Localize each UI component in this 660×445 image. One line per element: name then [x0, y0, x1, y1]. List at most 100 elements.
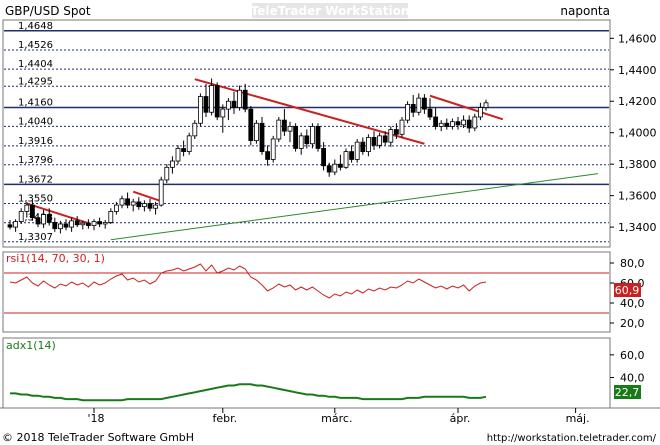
candle-body	[276, 119, 282, 140]
candle-body	[63, 223, 69, 228]
candle-body	[365, 137, 371, 152]
level-label: 1,4040	[18, 116, 53, 127]
copyright: © 2018 TeleTrader Software GmbH	[2, 431, 194, 444]
candle-body	[13, 221, 19, 228]
price-axis: 1,4600 1,4400 1,4200 1,4000 1,3800 1,3600 1,34…	[610, 32, 657, 234]
adx-tick-label: 40,0	[620, 372, 645, 385]
candle-body	[287, 126, 293, 132]
trendline-red	[26, 202, 89, 225]
candle-body	[433, 116, 439, 127]
candle-body	[293, 126, 299, 149]
price-tick-label: 1,4400	[618, 64, 657, 77]
rsi-last-badge	[614, 283, 641, 297]
candle-body	[405, 103, 411, 121]
candle-body	[237, 89, 243, 108]
candle-body	[102, 221, 108, 225]
adx-title: adx1(14)	[6, 339, 56, 352]
candle-body	[248, 108, 254, 141]
candle-body	[421, 97, 427, 110]
rsi-last-value: 60,9	[615, 284, 640, 297]
rsi-tick-label: 80,0	[620, 257, 645, 270]
candle-body	[349, 151, 355, 160]
rsi-tick-label: 20,0	[620, 317, 645, 330]
candle-body	[281, 119, 287, 132]
rsi-line	[9, 263, 487, 299]
trendline-red	[132, 190, 162, 203]
candle-body	[259, 122, 265, 152]
candle-body	[354, 141, 360, 160]
candle-body	[153, 204, 159, 209]
candle-body	[309, 126, 315, 145]
candle-body	[220, 108, 226, 118]
time-tick-label: '18	[87, 412, 104, 425]
adx-line	[10, 383, 487, 402]
time-tick-label: máj.	[566, 412, 590, 425]
candle-body	[343, 151, 349, 168]
candle-body	[80, 222, 86, 226]
candle-body	[270, 138, 276, 160]
watermark: TeleTrader WorkStation	[251, 4, 410, 18]
candle-body	[337, 163, 343, 168]
adx-panel-frame	[2, 337, 611, 409]
time-tick-label: febr.	[212, 412, 237, 425]
rsi-tick-label: 40,0	[620, 297, 645, 310]
candle-body	[114, 204, 119, 212]
candle-body	[181, 148, 187, 152]
symbol-title: GBP/USD Spot	[5, 4, 91, 18]
price-tick-label: 1,3800	[618, 158, 657, 171]
candle-body	[7, 224, 13, 228]
candle-body	[321, 148, 327, 167]
candle-body	[197, 96, 203, 124]
candle-body	[125, 198, 130, 206]
candle-body	[119, 198, 125, 206]
time-tick-label: márc.	[321, 412, 352, 425]
candle-body	[298, 135, 304, 149]
watermark-badge	[252, 3, 408, 18]
trendline-red	[429, 94, 504, 121]
candle-body	[158, 179, 164, 206]
candle-body	[74, 220, 80, 226]
price-tick-label: 1,3600	[618, 190, 657, 203]
level-label: 1,3916	[18, 136, 53, 147]
candle-body	[253, 122, 259, 141]
candle-body	[377, 135, 383, 146]
candle-body	[192, 122, 198, 137]
candle-body	[69, 220, 74, 228]
candles	[7, 78, 489, 234]
price-tick-label: 1,4000	[618, 127, 657, 140]
candle-body	[483, 102, 489, 108]
candle-body	[29, 204, 35, 219]
candle-body	[231, 100, 237, 108]
candle-body	[214, 85, 220, 118]
candle-body	[388, 129, 394, 143]
candle-body	[382, 135, 388, 143]
candle-body	[169, 160, 175, 168]
candle-body	[427, 108, 433, 118]
adx-last-value: 22,7	[615, 386, 640, 399]
candle-body	[477, 107, 483, 118]
level-label: 1,3672	[18, 174, 53, 185]
candle-body	[97, 221, 102, 225]
level-label: 1,3550	[18, 194, 53, 205]
candle-body	[147, 203, 153, 209]
candle-body	[438, 122, 444, 127]
level-labels: 1,4648 1,4526 1,4404 1,4295 1,4160 1,4040 1,39…	[18, 21, 53, 243]
adx-tick-label: 60,0	[620, 349, 645, 362]
candle-body	[315, 126, 321, 149]
candle-body	[466, 119, 472, 129]
candle-body	[164, 166, 170, 181]
candle-body	[130, 201, 136, 206]
source-url[interactable]: http://workstation.teletrader.com/	[487, 433, 657, 444]
price-tick-label: 1,3400	[618, 221, 657, 234]
candle-body	[203, 96, 209, 113]
rsi-title: rsi1(14, 70, 30, 1)	[6, 252, 105, 265]
candle-body	[91, 221, 97, 226]
trendlines	[26, 78, 599, 241]
candle-body	[444, 122, 450, 127]
price-tick-label: 1,4600	[618, 32, 657, 45]
time-tick-label: ápr.	[450, 412, 471, 425]
candle-body	[416, 97, 422, 113]
candle-body	[225, 100, 231, 110]
candle-body	[86, 222, 91, 226]
